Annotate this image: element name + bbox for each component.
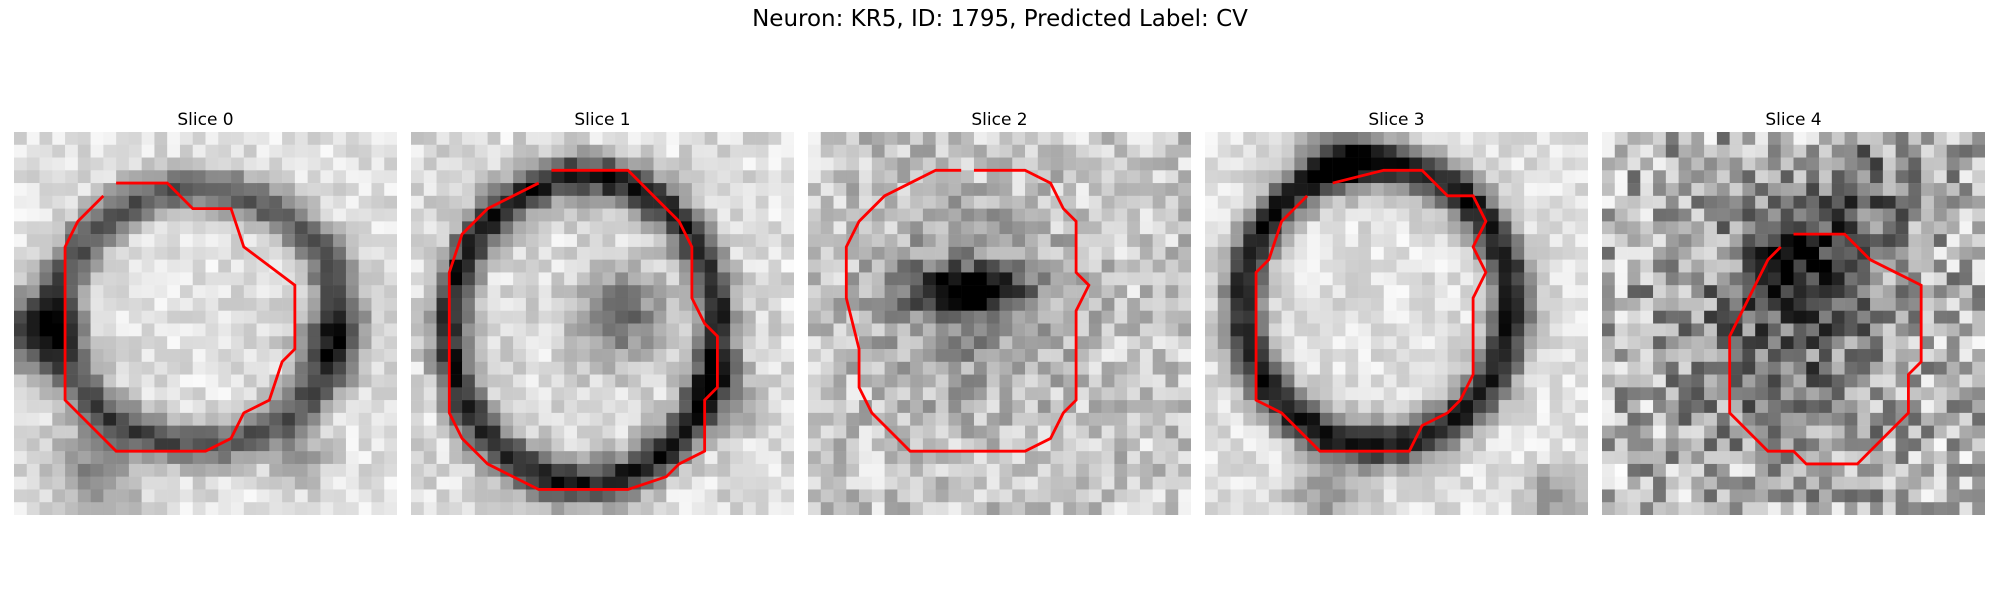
slice-image-2 (808, 132, 1191, 515)
slice-panel-1: Slice 1 (411, 108, 794, 515)
slice-title-2: Slice 2 (808, 108, 1191, 132)
slice-title-3: Slice 3 (1205, 108, 1588, 132)
slice-image-4 (1602, 132, 1985, 515)
slice-title-0: Slice 0 (14, 108, 397, 132)
slice-title-4: Slice 4 (1602, 108, 1985, 132)
slice-panel-4: Slice 4 (1602, 108, 1985, 515)
slice-image-3 (1205, 132, 1588, 515)
slice-panel-3: Slice 3 (1205, 108, 1588, 515)
slice-image-1 (411, 132, 794, 515)
figure-title: Neuron: KR5, ID: 1795, Predicted Label: … (0, 6, 2000, 32)
slice-image-0 (14, 132, 397, 515)
slice-title-1: Slice 1 (411, 108, 794, 132)
slice-panel-0: Slice 0 (14, 108, 397, 515)
slice-panel-2: Slice 2 (808, 108, 1191, 515)
